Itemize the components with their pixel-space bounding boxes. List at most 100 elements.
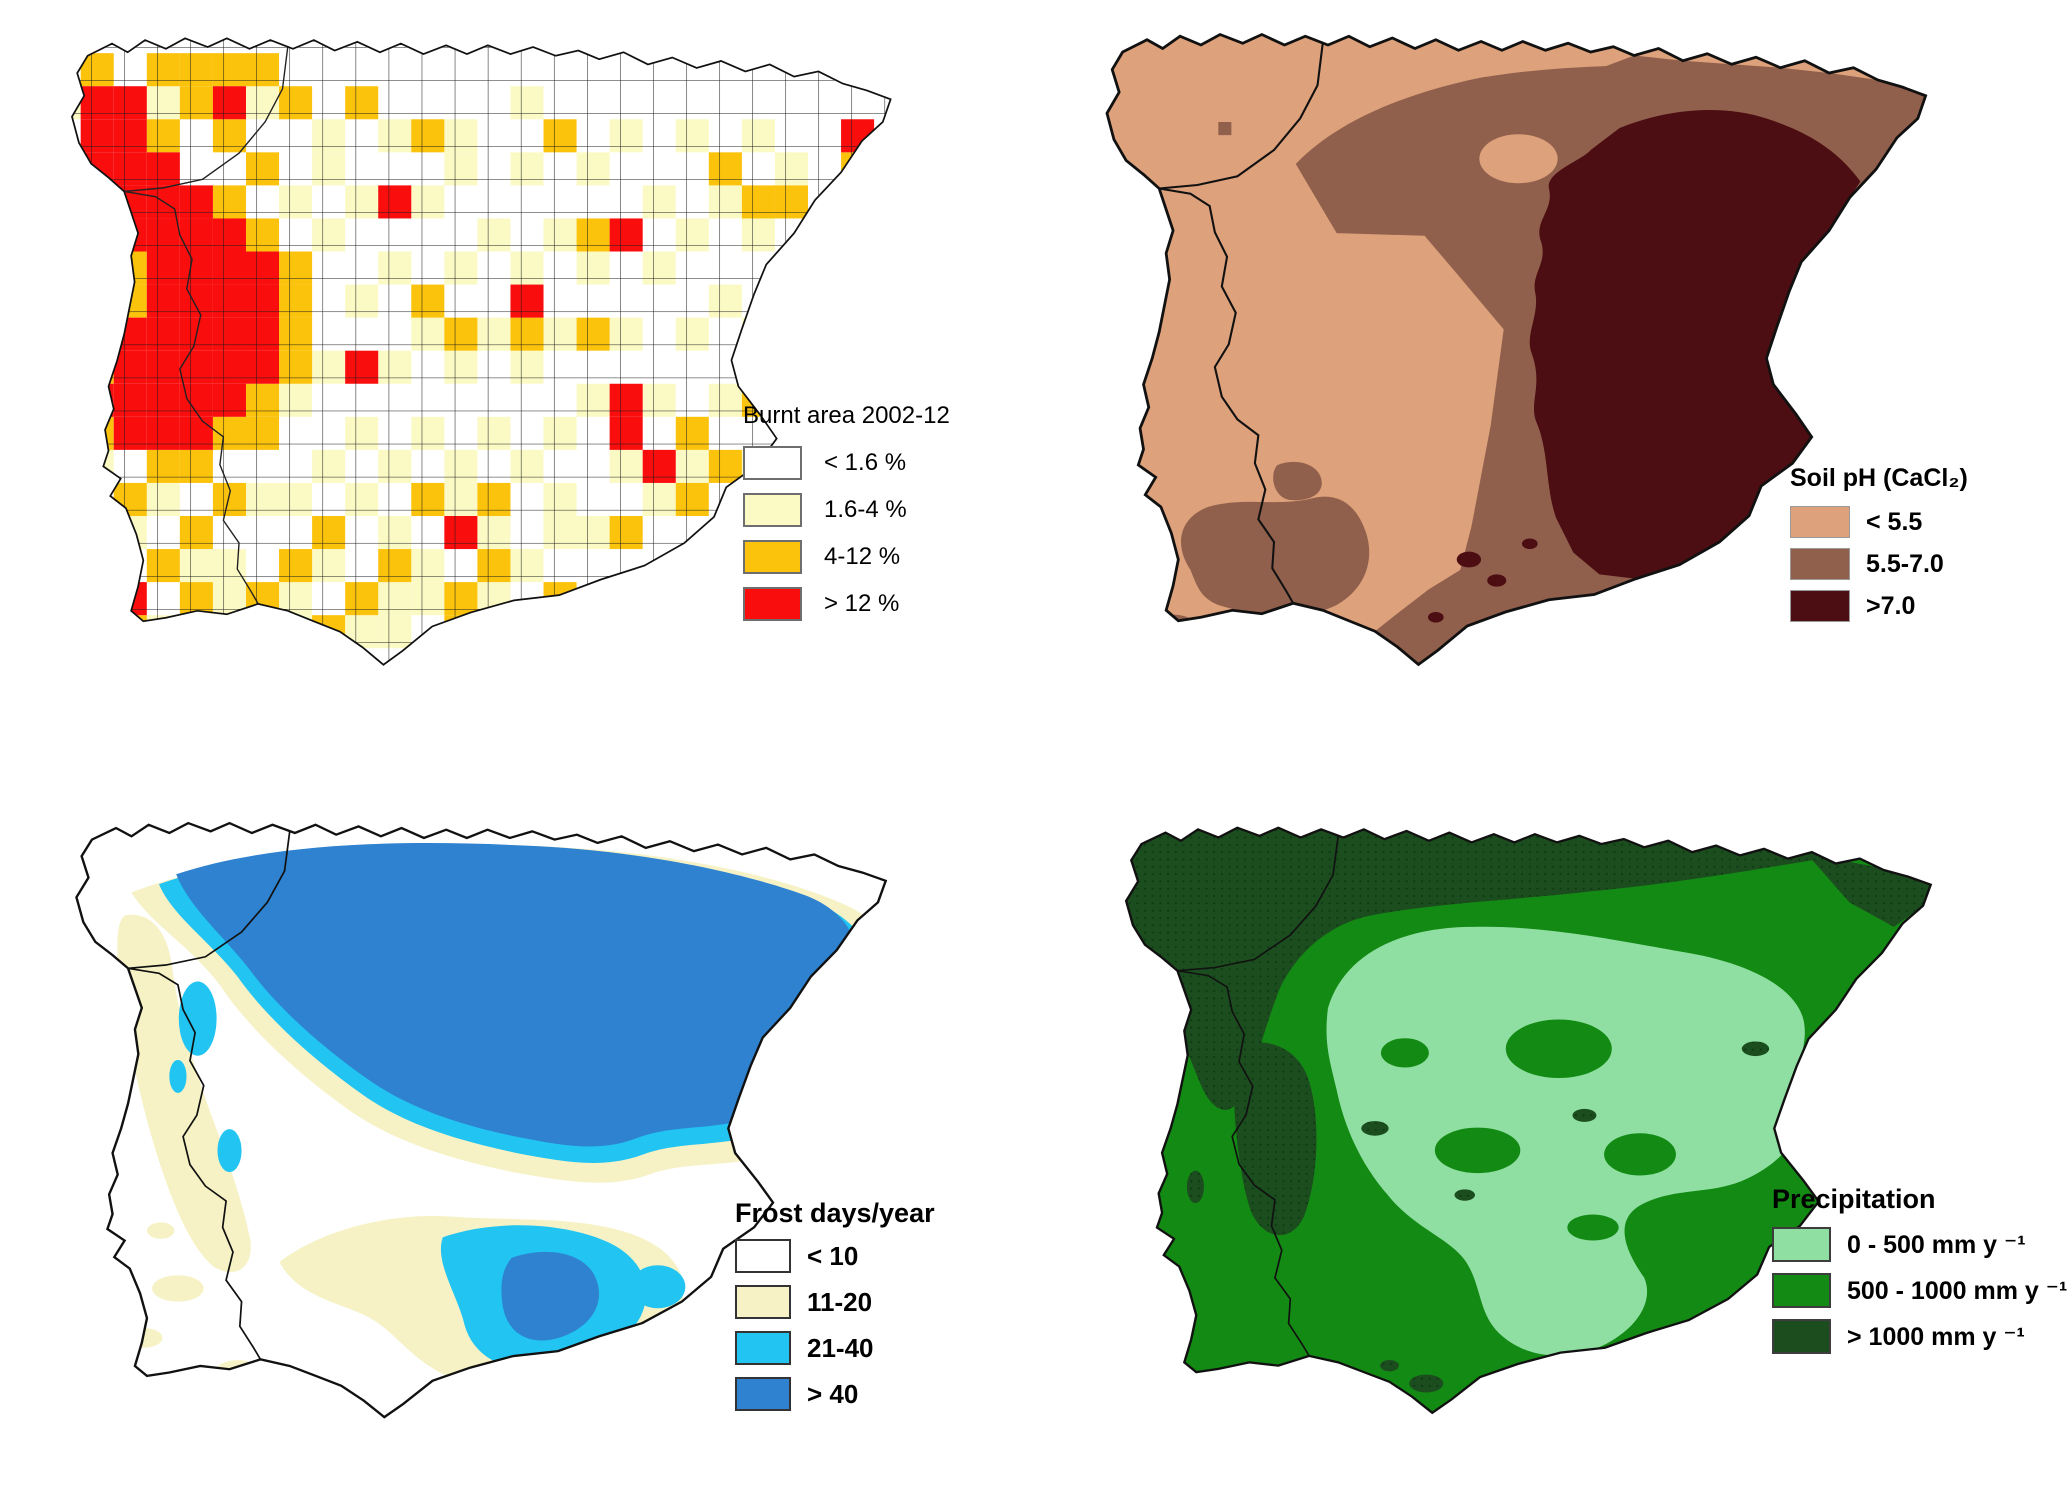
legend-item: 1.6-4 % <box>743 493 950 527</box>
precip-mid-inlier <box>1434 1127 1521 1174</box>
burnt-grid-cell <box>741 317 775 351</box>
legend-swatch <box>735 1377 791 1411</box>
legend-item: > 12 % <box>743 587 950 621</box>
frost-days-legend: Frost days/year < 10 11-20 21-40 > 40 <box>735 1198 935 1423</box>
burnt-area-legend: Burnt area 2002-12 < 1.6 % 1.6-4 % 4-12 % >… <box>743 402 950 634</box>
coastline-outline <box>1124 826 1933 1415</box>
frost-region-gt40 <box>176 843 857 1147</box>
precip-region-high-nportugal <box>1233 1042 1317 1236</box>
burnt-grid-cell <box>345 681 378 710</box>
legend-item: >7.0 <box>1790 590 1968 622</box>
legend-label: 0 - 500 mm y ⁻¹ <box>1847 1230 2026 1259</box>
galicia-border <box>1159 43 1324 190</box>
precip-region-high-ne <box>1806 853 1931 927</box>
burnt-area-map <box>71 37 892 710</box>
legend-item: < 10 <box>735 1239 935 1273</box>
burnt-grid-cell <box>477 615 511 649</box>
legend-swatch <box>1772 1319 1831 1354</box>
legend-title: Burnt area 2002-12 <box>743 402 950 429</box>
soil-neutral-galicia-dot <box>1218 122 1232 136</box>
frost-cyan-south-patch <box>571 1365 624 1390</box>
frost-cyan-patch <box>217 1129 242 1173</box>
legend-item: 500 - 1000 mm y ⁻¹ <box>1772 1273 2067 1308</box>
galicia-border <box>127 831 291 970</box>
burnt-grid-cell <box>774 284 808 318</box>
soil-alkaline-speck <box>1487 574 1507 587</box>
precip-region-low <box>1326 926 1805 1356</box>
precip-high-speck <box>1186 1170 1204 1204</box>
precip-region-high-north <box>1126 827 1850 1110</box>
portugal-border <box>1159 187 1295 604</box>
precip-high-speck <box>1409 1374 1444 1393</box>
portugal-border <box>124 190 259 605</box>
frost-cyan-patch <box>169 1059 187 1093</box>
burnt-grid-cell <box>80 218 114 252</box>
coastline-outline <box>1105 32 1928 667</box>
legend-label: > 1000 mm y ⁻¹ <box>1847 1322 2025 1351</box>
coastline-outline <box>75 821 888 1419</box>
soil-ph-map <box>1105 32 1928 667</box>
soil-ph-legend: Soil pH (CaCl₂) < 5.5 5.5-7.0 >7.0 <box>1790 464 1968 632</box>
soil-region-alkaline <box>1529 110 1861 579</box>
burnt-grid-cell <box>212 615 246 649</box>
legend-item: < 1.6 % <box>743 446 950 480</box>
burnt-grid-cell <box>245 615 280 649</box>
burnt-grid-cell <box>80 185 114 219</box>
burnt-grid-cell <box>411 648 445 665</box>
burnt-grid-cell <box>808 251 842 285</box>
precip-mid-inlier <box>1380 1038 1429 1068</box>
soil-alkaline-patch <box>1560 220 1585 250</box>
precip-high-speck <box>1741 1041 1770 1057</box>
burnt-grid-cell <box>808 317 842 351</box>
burnt-grid-cell <box>179 615 213 649</box>
frost-region-11-20-westband <box>117 914 251 1273</box>
legend-item: < 5.5 <box>1790 506 1968 538</box>
soil-region-neutral-patch <box>1273 461 1322 501</box>
legend-swatch <box>735 1331 791 1365</box>
precip-high-speck <box>1454 1189 1476 1201</box>
legend-label: 5.5-7.0 <box>1866 549 1944 578</box>
coastline-outline <box>71 37 892 666</box>
frost-cyan-patch <box>178 981 217 1056</box>
portugal-border <box>127 967 262 1360</box>
legend-label: 11-20 <box>807 1286 873 1317</box>
burnt-grid-cell <box>841 185 875 219</box>
precip-mid-inlier <box>1567 1214 1619 1241</box>
legend-title: Frost days/year <box>735 1198 935 1228</box>
legend-label: >7.0 <box>1866 591 1916 620</box>
precip-high-speck <box>1380 1359 1399 1372</box>
legend-swatch <box>1790 590 1850 622</box>
frost-cream-patch <box>146 1222 175 1239</box>
legend-title: Soil pH (CaCl₂) <box>1790 464 1968 492</box>
legend-label: 1.6-4 % <box>824 496 907 523</box>
frost-blue-south-patch <box>552 1356 608 1383</box>
burnt-grid-cell <box>444 648 478 665</box>
legend-label: > 12 % <box>824 590 900 617</box>
legend-swatch <box>743 587 802 621</box>
legend-item: 21-40 <box>735 1331 935 1365</box>
soil-acid-enclave <box>1479 134 1558 184</box>
soil-alkaline-speck <box>1428 612 1444 623</box>
legend-label: < 1.6 % <box>824 449 907 476</box>
burnt-grid-cell <box>841 218 875 252</box>
burnt-grid-cell <box>808 218 842 252</box>
frost-days-map <box>75 821 888 1419</box>
precipitation-legend: Precipitation 0 - 500 mm y ⁻¹ 500 - 1000 … <box>1772 1184 2067 1365</box>
legend-label: 21-40 <box>807 1332 874 1363</box>
galicia-border <box>1177 835 1340 972</box>
burnt-grid-cell <box>80 582 114 616</box>
portugal-border <box>1177 969 1310 1357</box>
legend-item: 11-20 <box>735 1285 935 1319</box>
soil-alkaline-speck <box>1521 538 1538 549</box>
legend-item: 0 - 500 mm y ⁻¹ <box>1772 1227 2067 1262</box>
legend-item: 5.5-7.0 <box>1790 548 1968 580</box>
frost-region-gt40-south <box>501 1251 600 1341</box>
precip-high-speck <box>1361 1121 1389 1136</box>
legend-swatch <box>1772 1227 1831 1262</box>
burnt-grid-cell <box>80 317 114 351</box>
soil-region-neutral-southwest <box>1181 496 1370 616</box>
soil-alkaline-speck <box>1456 551 1482 568</box>
legend-swatch <box>1790 548 1850 580</box>
legend-label: 4-12 % <box>824 543 901 570</box>
frost-cyan-south-patch <box>630 1265 686 1309</box>
